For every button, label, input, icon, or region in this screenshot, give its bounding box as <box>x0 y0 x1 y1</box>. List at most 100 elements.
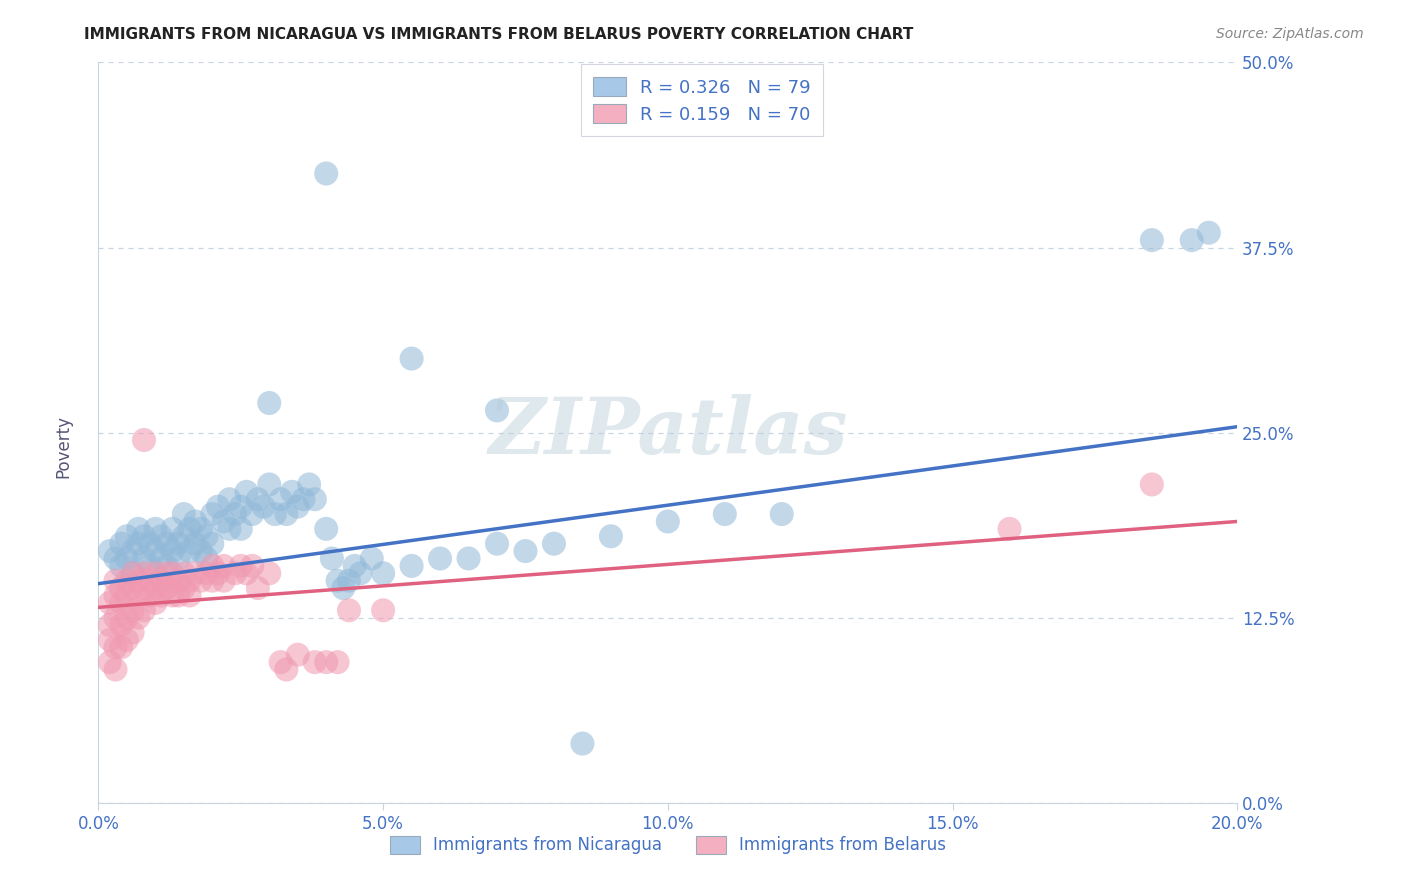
Point <box>132 566 155 581</box>
Point <box>127 574 149 588</box>
Point <box>201 536 224 550</box>
Point <box>486 536 509 550</box>
Point <box>714 507 737 521</box>
Point <box>224 566 246 581</box>
Point <box>121 544 143 558</box>
Point <box>229 522 252 536</box>
Text: IMMIGRANTS FROM NICARAGUA VS IMMIGRANTS FROM BELARUS POVERTY CORRELATION CHART: IMMIGRANTS FROM NICARAGUA VS IMMIGRANTS … <box>84 27 914 42</box>
Point <box>190 574 212 588</box>
Point <box>121 566 143 581</box>
Point <box>145 566 167 581</box>
Point <box>132 581 155 595</box>
Point <box>145 581 167 595</box>
Point <box>373 603 395 617</box>
Point <box>162 544 184 558</box>
Point <box>121 566 143 581</box>
Point <box>246 492 269 507</box>
Point <box>292 492 315 507</box>
Point <box>104 663 127 677</box>
Point <box>571 737 593 751</box>
Point <box>373 566 395 581</box>
Text: Source: ZipAtlas.com: Source: ZipAtlas.com <box>1216 27 1364 41</box>
Point <box>138 558 160 573</box>
Point <box>486 403 509 417</box>
Point <box>270 492 292 507</box>
Point <box>515 544 537 558</box>
Point <box>162 566 184 581</box>
Point <box>145 596 167 610</box>
Point <box>115 632 138 647</box>
Point <box>343 558 366 573</box>
Point <box>98 544 121 558</box>
Point <box>138 589 160 603</box>
Point <box>156 581 179 595</box>
Point <box>304 492 326 507</box>
Legend: Immigrants from Nicaragua, Immigrants from Belarus: Immigrants from Nicaragua, Immigrants fr… <box>384 829 952 861</box>
Point <box>145 522 167 536</box>
Point <box>315 166 337 180</box>
Point <box>104 589 127 603</box>
Point <box>276 507 298 521</box>
Point <box>179 544 201 558</box>
Point <box>179 589 201 603</box>
Point <box>195 566 218 581</box>
Point <box>156 566 179 581</box>
Point <box>145 544 167 558</box>
Point <box>132 551 155 566</box>
Point <box>212 515 235 529</box>
Point <box>132 529 155 543</box>
Point <box>259 396 281 410</box>
Point <box>104 551 127 566</box>
Point <box>132 603 155 617</box>
Point <box>110 640 132 655</box>
Point <box>138 536 160 550</box>
Point <box>104 610 127 624</box>
Point <box>201 574 224 588</box>
Point <box>104 574 127 588</box>
Point <box>218 492 240 507</box>
Point <box>252 500 274 514</box>
Point <box>127 589 149 603</box>
Point <box>98 655 121 669</box>
Point <box>229 558 252 573</box>
Point <box>115 589 138 603</box>
Point <box>337 574 360 588</box>
Point <box>326 655 349 669</box>
Point <box>332 581 354 595</box>
Point <box>184 515 207 529</box>
Point <box>167 536 190 550</box>
Point <box>115 551 138 566</box>
Point <box>179 574 201 588</box>
Point <box>235 566 257 581</box>
Point <box>543 536 565 550</box>
Point <box>1140 477 1163 491</box>
Point <box>190 522 212 536</box>
Point <box>121 603 143 617</box>
Point <box>201 558 224 573</box>
Point <box>349 566 371 581</box>
Point <box>1198 226 1220 240</box>
Point <box>259 477 281 491</box>
Point <box>657 515 679 529</box>
Point <box>138 574 160 588</box>
Point <box>110 618 132 632</box>
Point <box>104 640 127 655</box>
Text: Poverty: Poverty <box>55 415 72 477</box>
Point <box>235 484 257 499</box>
Point <box>287 500 309 514</box>
Point <box>132 433 155 447</box>
Point <box>201 507 224 521</box>
Point <box>259 566 281 581</box>
Point <box>121 625 143 640</box>
Point <box>212 574 235 588</box>
Point <box>229 500 252 514</box>
Point <box>98 618 121 632</box>
Point <box>167 589 190 603</box>
Point <box>195 551 218 566</box>
Point <box>600 529 623 543</box>
Point <box>110 558 132 573</box>
Point <box>98 632 121 647</box>
Point <box>179 522 201 536</box>
Point <box>173 581 195 595</box>
Point <box>184 566 207 581</box>
